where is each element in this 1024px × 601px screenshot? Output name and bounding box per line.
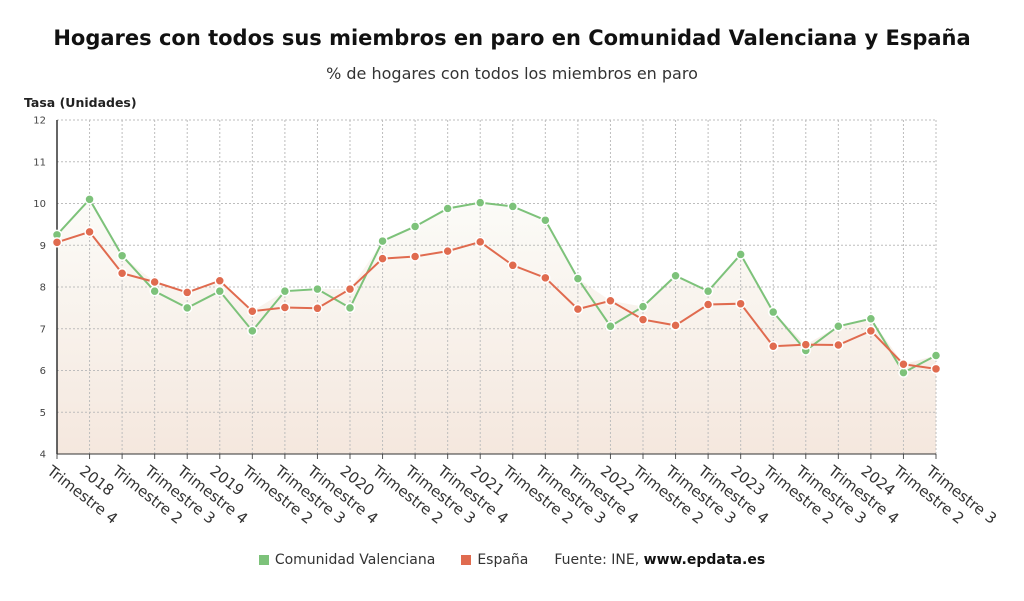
series-line-espana (56, 230, 937, 370)
data-point-valenciana (214, 285, 226, 297)
data-point-valenciana (930, 350, 942, 361)
data-point-valenciana (344, 302, 356, 314)
data-point-espana (312, 303, 323, 314)
data-point-espana (214, 275, 226, 286)
data-point-espana (507, 260, 519, 271)
source-label: Fuente: INE, (554, 552, 640, 568)
data-point-espana (540, 272, 551, 284)
data-point-valenciana (767, 306, 779, 318)
data-point-espana (279, 302, 291, 313)
data-point-valenciana (670, 270, 681, 281)
legend: Comunidad Valenciana España Fuente: INE,… (0, 552, 1024, 568)
y-tick-label: 4 (40, 450, 46, 461)
source-link[interactable]: www.epdata.es (643, 552, 766, 568)
data-point-espana (605, 295, 616, 307)
data-point-espana (865, 325, 877, 337)
legend-label-espana: España (477, 552, 529, 568)
y-tick-label: 11 (33, 157, 46, 168)
data-point-valenciana (116, 250, 128, 261)
data-point-espana (572, 303, 584, 315)
data-point-espana (149, 276, 160, 288)
data-point-espana (116, 267, 128, 279)
legend-item-espana[interactable]: España (461, 552, 528, 568)
data-point-valenciana (702, 285, 714, 297)
data-point-espana (84, 226, 95, 238)
data-point-valenciana (540, 214, 551, 226)
data-point-valenciana (442, 203, 453, 214)
y-tick-label: 8 (40, 283, 46, 294)
y-tick-label: 12 (33, 116, 46, 127)
source-note: Fuente: INE, www.epdata.es (554, 552, 765, 568)
data-point-espana (181, 287, 193, 298)
y-tick-label: 7 (40, 324, 46, 335)
data-point-valenciana (735, 249, 746, 260)
data-point-valenciana (507, 201, 519, 212)
data-point-espana (735, 298, 746, 309)
data-point-espana (442, 245, 453, 257)
data-point-espana (637, 314, 649, 325)
data-point-valenciana (833, 320, 844, 332)
series-line-valenciana (56, 197, 937, 374)
data-point-espana (800, 339, 812, 350)
legend-label-valenciana: Comunidad Valenciana (274, 552, 436, 568)
legend-swatch-espana (461, 555, 472, 565)
data-point-espana (670, 320, 681, 331)
data-point-espana (930, 363, 942, 375)
legend-swatch-valenciana (258, 555, 269, 565)
data-point-valenciana (181, 302, 193, 314)
legend-item-valenciana[interactable]: Comunidad Valenciana (258, 552, 436, 568)
area-fill (57, 199, 936, 454)
y-tick-label: 9 (40, 241, 46, 252)
data-point-valenciana (247, 325, 258, 337)
y-tick-label: 10 (33, 199, 46, 210)
data-point-espana (474, 236, 486, 248)
data-point-valenciana (605, 320, 616, 332)
data-point-valenciana (572, 273, 584, 284)
data-point-valenciana (474, 197, 486, 208)
data-point-valenciana (279, 285, 291, 297)
data-point-valenciana (409, 221, 421, 232)
data-point-valenciana (865, 313, 877, 324)
data-point-espana (51, 237, 63, 248)
data-point-espana (767, 341, 779, 352)
data-point-valenciana (84, 194, 95, 205)
data-point-espana (898, 358, 909, 370)
data-point-valenciana (637, 301, 649, 312)
data-point-valenciana (377, 235, 388, 247)
data-point-espana (247, 305, 258, 317)
data-point-valenciana (312, 283, 323, 295)
data-point-espana (702, 299, 714, 310)
y-tick-label: 6 (40, 366, 46, 377)
y-axis-label: Tasa (Unidades) (24, 95, 137, 110)
data-point-espana (833, 339, 844, 351)
data-point-espana (344, 283, 356, 295)
data-point-espana (377, 253, 388, 264)
y-tick-label: 5 (40, 408, 46, 419)
chart-title: Hogares con todos sus miembros en paro e… (53, 26, 971, 50)
data-point-valenciana (149, 285, 160, 297)
chart-subtitle: % de hogares con todos los miembros en p… (326, 64, 698, 83)
data-point-espana (409, 251, 421, 262)
